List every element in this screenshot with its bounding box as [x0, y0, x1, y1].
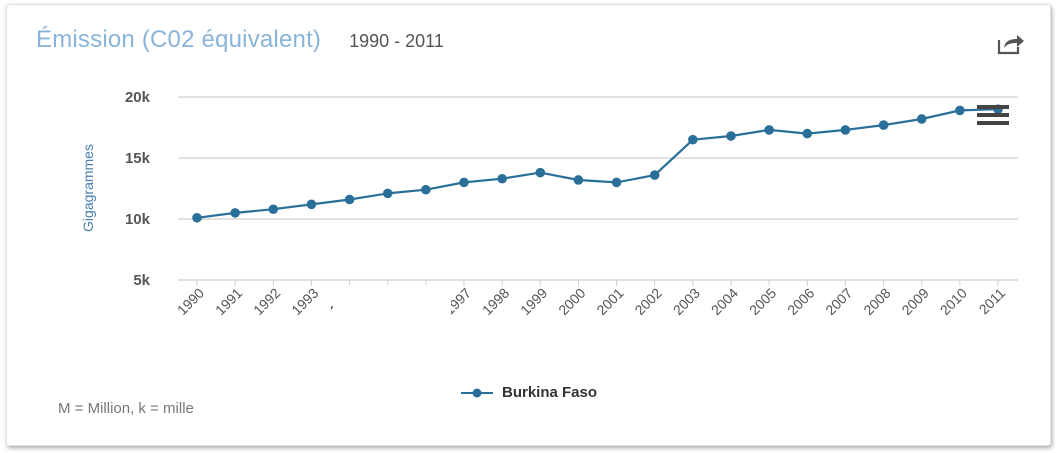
- y-tick-label: 20k: [125, 89, 151, 106]
- y-tick-label: 10k: [125, 211, 151, 228]
- data-point[interactable]: [306, 199, 317, 210]
- data-point[interactable]: [688, 134, 698, 145]
- data-point[interactable]: [344, 194, 355, 205]
- data-point[interactable]: [497, 173, 507, 184]
- data-point[interactable]: [611, 177, 622, 188]
- data-point[interactable]: [878, 120, 889, 130]
- x-tick-label: 1993: [288, 285, 321, 318]
- y-tick-label: 5k: [133, 272, 150, 289]
- data-point[interactable]: [726, 131, 736, 141]
- grid-lines: [178, 96, 1018, 281]
- x-tick-label: 2005: [746, 285, 779, 318]
- series-line: [196, 108, 999, 219]
- units-note: M = Million, k = mille: [58, 400, 194, 417]
- x-tick-label: 2007: [822, 285, 855, 318]
- x-tick-label: 2000: [555, 285, 588, 318]
- x-tick-label: 2011: [976, 285, 1009, 318]
- x-tick-label: 2010: [937, 285, 970, 318]
- year-range: 1990 - 2011: [349, 31, 444, 51]
- x-tick-label: 1999: [517, 285, 550, 318]
- data-point[interactable]: [916, 114, 927, 124]
- data-point[interactable]: [382, 188, 393, 199]
- data-point[interactable]: [802, 128, 813, 139]
- data-point[interactable]: [459, 177, 469, 188]
- x-tick-label: 1990: [174, 285, 207, 318]
- x-tick-label: 2003: [670, 285, 703, 318]
- redaction-box: [333, 285, 451, 332]
- y-axis-label: Gigagrammes: [80, 144, 96, 232]
- data-point[interactable]: [955, 105, 965, 116]
- chart-title: Émission (C02 équivalent): [36, 26, 322, 53]
- legend-marker-icon: [461, 388, 493, 397]
- y-tick-label: 15k: [125, 150, 151, 167]
- x-tick-label: 2009: [898, 285, 931, 318]
- data-point[interactable]: [535, 167, 546, 178]
- y-axis-ticks: 5k 10k 15k 20k: [125, 89, 151, 289]
- data-point[interactable]: [840, 125, 851, 135]
- data-point[interactable]: [421, 184, 431, 195]
- data-point[interactable]: [649, 170, 660, 180]
- x-tick-label: 1998: [479, 285, 512, 318]
- legend-label: Burkina Faso: [502, 384, 598, 401]
- x-tick-label: 2001: [593, 285, 626, 318]
- share-icon[interactable]: [996, 32, 1026, 56]
- data-point[interactable]: [573, 175, 584, 185]
- x-tick-label: 2004: [708, 285, 741, 318]
- chart-header: Émission (C02 équivalent) 1990 - 2011: [36, 26, 444, 54]
- data-point[interactable]: [764, 125, 774, 135]
- menu-icon[interactable]: [977, 105, 1009, 125]
- data-point[interactable]: [268, 204, 279, 215]
- data-point[interactable]: [192, 212, 202, 223]
- data-point[interactable]: [230, 208, 240, 218]
- x-tick-label: 1992: [250, 285, 283, 318]
- x-tick-label: 1991: [212, 285, 245, 318]
- legend-item-burkina-faso[interactable]: Burkina Faso: [460, 384, 597, 401]
- chart-card: [6, 4, 1051, 446]
- x-tick-label: 2008: [860, 285, 893, 318]
- x-tick-label: 2006: [784, 285, 817, 318]
- series-points: [192, 104, 1003, 223]
- x-axis-ticks: 1990199119921993199419951996199719981999…: [174, 280, 1008, 318]
- x-tick-label: 2002: [631, 285, 664, 318]
